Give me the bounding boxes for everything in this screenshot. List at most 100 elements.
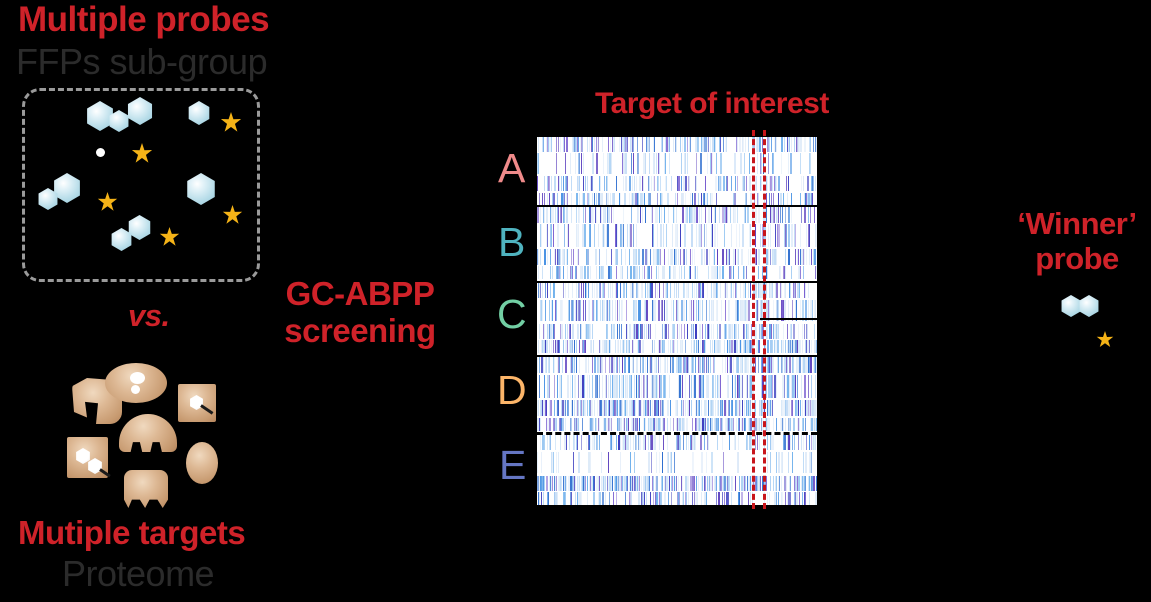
heatmap-stripe (782, 357, 783, 374)
heatmap-stripe (698, 192, 699, 205)
heatmap-stripe (627, 475, 628, 491)
heatmap-stripe (807, 340, 809, 353)
heatmap-stripe (633, 224, 634, 247)
heatmap-stripe (559, 266, 560, 279)
heatmap-stripe (758, 266, 759, 279)
heatmap-stripe (543, 475, 544, 491)
heatmap-stripe (623, 417, 624, 431)
heatmap-stripe (692, 435, 693, 451)
heatmap-stripe (667, 283, 668, 299)
heatmap-stripe (710, 192, 711, 205)
heatmap-stripe (594, 435, 595, 451)
heatmap-stripe (550, 399, 551, 417)
heatmap-stripe (560, 299, 561, 322)
heatmap-band-c (537, 283, 817, 353)
heatmap-stripe (551, 176, 552, 192)
heatmap-stripe (541, 224, 542, 247)
heatmap-stripe (732, 374, 733, 398)
heatmap-stripe (612, 137, 613, 152)
heatmap-stripe (589, 207, 590, 223)
heatmap-stripe (742, 224, 744, 247)
heatmap-stripe (571, 176, 572, 192)
heatmap-stripe (548, 492, 549, 505)
heatmap-stripe (582, 374, 584, 398)
heatmap-stripe (547, 435, 548, 451)
heatmap-stripe (697, 340, 698, 353)
heatmap-stripe (631, 153, 632, 175)
heatmap-stripe (590, 435, 591, 451)
heatmap-stripe (578, 176, 579, 192)
heatmap-stripe (685, 374, 686, 398)
heatmap-stripe (756, 176, 757, 192)
heatmap-stripe (611, 417, 612, 431)
heatmap-stripe (570, 357, 571, 374)
heatmap-stripe (555, 435, 556, 451)
heatmap-stripe (662, 137, 663, 152)
heatmap-stripe (727, 248, 728, 265)
heatmap-stripe (592, 192, 593, 205)
heatmap-stripe (690, 207, 692, 223)
heatmap-stripe (720, 153, 722, 175)
heatmap-stripe (805, 492, 806, 505)
heatmap-stripe (542, 399, 543, 417)
heatmap-stripe (670, 283, 671, 299)
heatmap-stripe (664, 492, 666, 505)
heatmap-stripe (614, 374, 615, 398)
heatmap-stripe (713, 357, 714, 374)
heatmap-stripe (691, 299, 692, 322)
heatmap-stripe (579, 357, 580, 374)
heatmap-stripe (702, 248, 703, 265)
heatmap-stripe (617, 283, 618, 299)
heatmap-stripe (803, 357, 805, 374)
heatmap-stripe (735, 248, 736, 265)
heatmap-stripe (743, 137, 744, 152)
heatmap-stripe (546, 207, 548, 223)
heatmap-stripe (633, 323, 634, 339)
heatmap-stripe (781, 299, 782, 322)
heatmap-stripe (572, 266, 573, 279)
heatmap-stripe (702, 323, 703, 339)
heatmap-stripe (686, 283, 688, 299)
heatmap-stripe (601, 192, 603, 205)
heatmap-stripe (808, 475, 809, 491)
heatmap-stripe (668, 451, 669, 474)
heatmap-stripe (731, 492, 732, 505)
heatmap-stripe (546, 475, 548, 491)
heatmap-stripe (745, 340, 746, 353)
heatmap-stripe (646, 475, 647, 491)
heatmap-stripe (670, 248, 671, 265)
heatmap-stripe (658, 417, 660, 431)
heatmap-stripe (557, 192, 558, 205)
heatmap-stripe (728, 323, 729, 339)
heatmap-stripe (734, 153, 736, 175)
heatmap-stripe (587, 192, 588, 205)
heatmap-stripe (621, 323, 622, 339)
heatmap-plot[interactable] (537, 137, 817, 505)
heatmap-stripe (759, 137, 761, 152)
heatmap-stripe (572, 357, 573, 374)
heatmap-stripe (697, 266, 698, 279)
heatmap-stripe (759, 435, 760, 451)
heatmap-stripe (604, 176, 605, 192)
heatmap-stripe (772, 176, 773, 192)
heatmap-stripe (802, 475, 803, 491)
heatmap-stripe (694, 435, 695, 451)
heatmap-stripe (546, 399, 547, 417)
heatmap-stripe (570, 492, 571, 505)
heatmap-stripe (714, 475, 715, 491)
heatmap-stripe (642, 266, 643, 279)
heatmap-stripe (606, 299, 608, 322)
heatmap-stripe (570, 153, 571, 175)
heatmap-stripe (749, 340, 750, 353)
heatmap-stripe (781, 417, 782, 431)
heatmap-stripe (696, 340, 697, 353)
heatmap-stripe (640, 340, 641, 353)
heatmap-stripe (627, 266, 628, 279)
heatmap-stripe (664, 248, 665, 265)
heatmap-stripe (689, 266, 690, 279)
heatmap-stripe (582, 192, 583, 205)
heatmap-stripe (638, 492, 640, 505)
heatmap-stripe (636, 192, 637, 205)
heatmap-stripe (741, 475, 743, 491)
heatmap-stripe (704, 357, 705, 374)
